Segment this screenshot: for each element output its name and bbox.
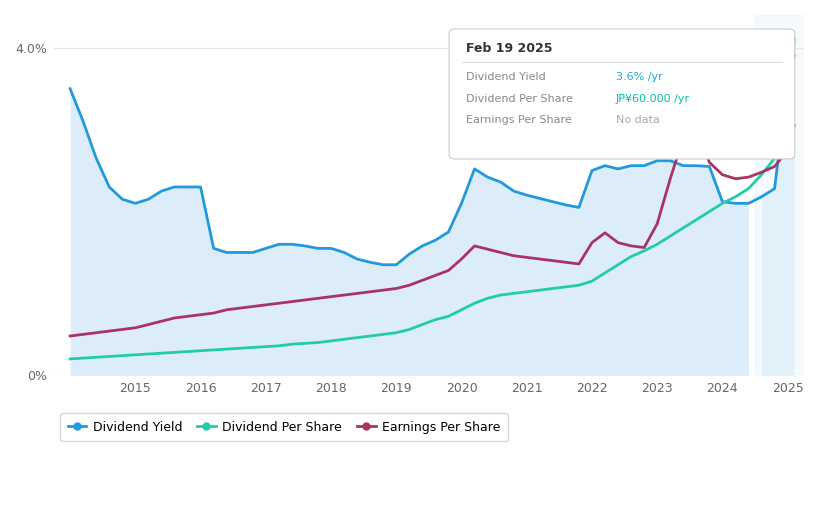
- Text: 3.6% /yr: 3.6% /yr: [616, 72, 663, 82]
- Bar: [755, 15, 804, 375]
- Text: Feb 19 2025: Feb 19 2025: [466, 42, 552, 55]
- Legend: Dividend Yield, Dividend Per Share, Earnings Per Share: Dividend Yield, Dividend Per Share, Earn…: [60, 413, 507, 441]
- Text: Dividend Per Share: Dividend Per Share: [466, 93, 572, 104]
- Text: JP¥60.000 /yr: JP¥60.000 /yr: [616, 93, 690, 104]
- Text: No data: No data: [616, 115, 659, 125]
- Text: Dividend Yield: Dividend Yield: [466, 72, 545, 82]
- Text: Past: Past: [759, 95, 783, 108]
- Text: Earnings Per Share: Earnings Per Share: [466, 115, 571, 125]
